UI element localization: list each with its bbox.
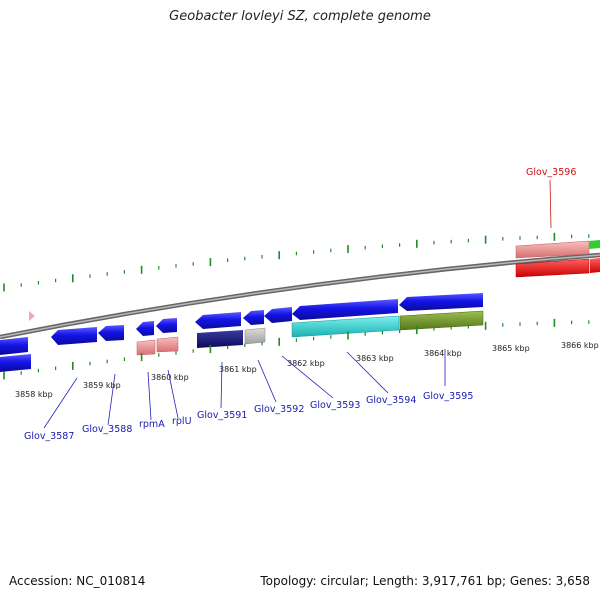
outer-red-feature bbox=[515, 258, 590, 278]
gene-labels: Glov_3587 Glov_3588 rpmA rplU Glov_3591 … bbox=[24, 167, 576, 442]
cds-glov-3586-a bbox=[0, 337, 28, 355]
ruler-label: 3859 kbp bbox=[83, 381, 121, 390]
cds-glov-3595 bbox=[399, 293, 483, 311]
ruler-labels: 3858 kbp 3859 kbp 3860 kbp 3861 kbp 3862… bbox=[15, 341, 599, 399]
cds-row-blue bbox=[0, 293, 483, 372]
feature-rpmA-salmon bbox=[136, 339, 156, 356]
cds-glov-3586-b bbox=[0, 354, 31, 372]
ruler-label: 3858 kbp bbox=[15, 390, 53, 399]
gene-label: Glov_3595 bbox=[423, 391, 473, 402]
gene-label: Glov_3592 bbox=[254, 404, 304, 415]
feature-rplU-salmon bbox=[156, 336, 179, 353]
leader-lines bbox=[43, 349, 446, 429]
feature-glov-3595-olive bbox=[399, 310, 484, 331]
diagram-title: Geobacter lovleyi SZ, complete genome bbox=[169, 9, 431, 24]
ruler-label: 3863 kbp bbox=[356, 354, 394, 363]
feature-glov-3591-navy bbox=[197, 330, 243, 348]
cds-rplU bbox=[156, 318, 177, 333]
outer-features bbox=[515, 240, 600, 278]
cds-glov-3587 bbox=[51, 327, 97, 345]
gene-label: rpmA bbox=[139, 419, 165, 430]
ruler-label: 3862 kbp bbox=[287, 359, 325, 368]
feature-row-2 bbox=[136, 310, 484, 356]
cds-glov-3594 bbox=[292, 299, 398, 320]
outer-salmon-feature bbox=[515, 240, 590, 259]
cds-glov-3591 bbox=[195, 312, 241, 329]
gene-label-outer: Glov_3596 bbox=[526, 167, 576, 178]
cds-rpmA bbox=[136, 321, 154, 336]
leader-line-outer bbox=[549, 179, 552, 229]
genome-summary: Topology: circular; Length: 3,917,761 bp… bbox=[260, 574, 590, 588]
gene-label: Glov_3587 bbox=[24, 431, 74, 442]
outer-green-feature bbox=[589, 240, 600, 249]
cds-glov-3588 bbox=[98, 325, 124, 341]
accession-text: Accession: NC_010814 bbox=[9, 574, 146, 588]
gene-label: Glov_3593 bbox=[310, 400, 360, 411]
outer-red-feature-2 bbox=[590, 258, 600, 273]
cds-glov-3592 bbox=[243, 310, 264, 325]
gene-label: Glov_3591 bbox=[197, 410, 247, 421]
ruler-label: 3865 kbp bbox=[492, 344, 530, 353]
origin-marker bbox=[29, 311, 35, 321]
ruler-label: 3861 kbp bbox=[219, 365, 257, 374]
gene-label: Glov_3588 bbox=[82, 424, 132, 435]
ruler-label: 3864 kbp bbox=[424, 349, 462, 358]
gene-label: Glov_3594 bbox=[366, 395, 416, 406]
outer-tick-ring bbox=[3, 232, 590, 292]
cds-glov-3593 bbox=[264, 307, 292, 323]
feature-glov-3592-gray bbox=[244, 327, 266, 345]
ruler-label: 3866 kbp bbox=[561, 341, 599, 350]
inner-tick-ring bbox=[3, 318, 590, 380]
gene-label: rplU bbox=[172, 416, 192, 427]
